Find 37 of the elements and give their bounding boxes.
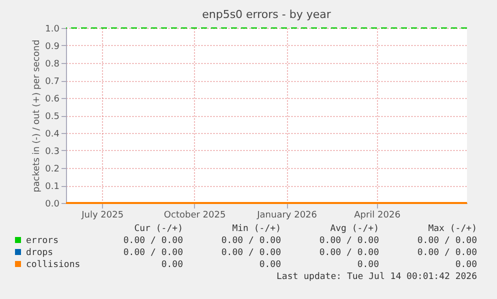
legend-label: collisions [26,260,80,270]
y-tick-label: 0.7 [45,77,60,87]
y-tick-label: 0.8 [45,60,60,70]
text: 0.00 / 0.00 [319,236,379,246]
text: Cur (-/+) [134,224,183,234]
text: Last update: Tue Jul 14 00:01:42 2026 [276,272,477,282]
y-tick-label: 0.5 [45,112,60,122]
x-tick-label: January 2026 [256,210,318,220]
text: 0.00 / 0.00 [221,248,281,258]
y-tick-label: 1.0 [45,24,60,34]
y-tick-label: 0.0 [45,200,60,210]
text: Avg (-/+) [330,224,379,234]
y-tick-label: 0.4 [45,130,60,140]
text: 0.00 / 0.00 [319,248,379,258]
text: 0.00 / 0.00 [221,236,281,246]
chart-title: enp5s0 errors - by year [202,8,332,21]
y-tick-label: 0.9 [45,42,60,52]
text: 0.00 / 0.00 [123,248,183,258]
legend-label: drops [26,248,54,258]
text: Min (-/+) [232,224,281,234]
y-tick-label: 0.6 [45,94,60,104]
text: 0.00 / 0.00 [123,236,183,246]
y-axis-title: packets in (-) / out (+) per second [32,40,42,192]
x-tick-label: April 2026 [354,210,401,220]
text: Max (-/+) [428,224,477,234]
text: 0.00 / 0.00 [417,248,477,258]
text: 0.00 [357,260,379,270]
text: 0.00 [455,260,477,270]
legend-label: errors [26,236,59,246]
x-tick-label: July 2025 [80,210,124,220]
y-tick-label: 0.1 [45,182,60,192]
text: 0.00 [259,260,281,270]
y-tick-label: 0.3 [45,147,60,157]
text: 0.00 [161,260,183,270]
x-tick-label: October 2025 [164,210,226,220]
y-tick-label: 0.2 [45,164,60,174]
text: 0.00 / 0.00 [417,236,477,246]
